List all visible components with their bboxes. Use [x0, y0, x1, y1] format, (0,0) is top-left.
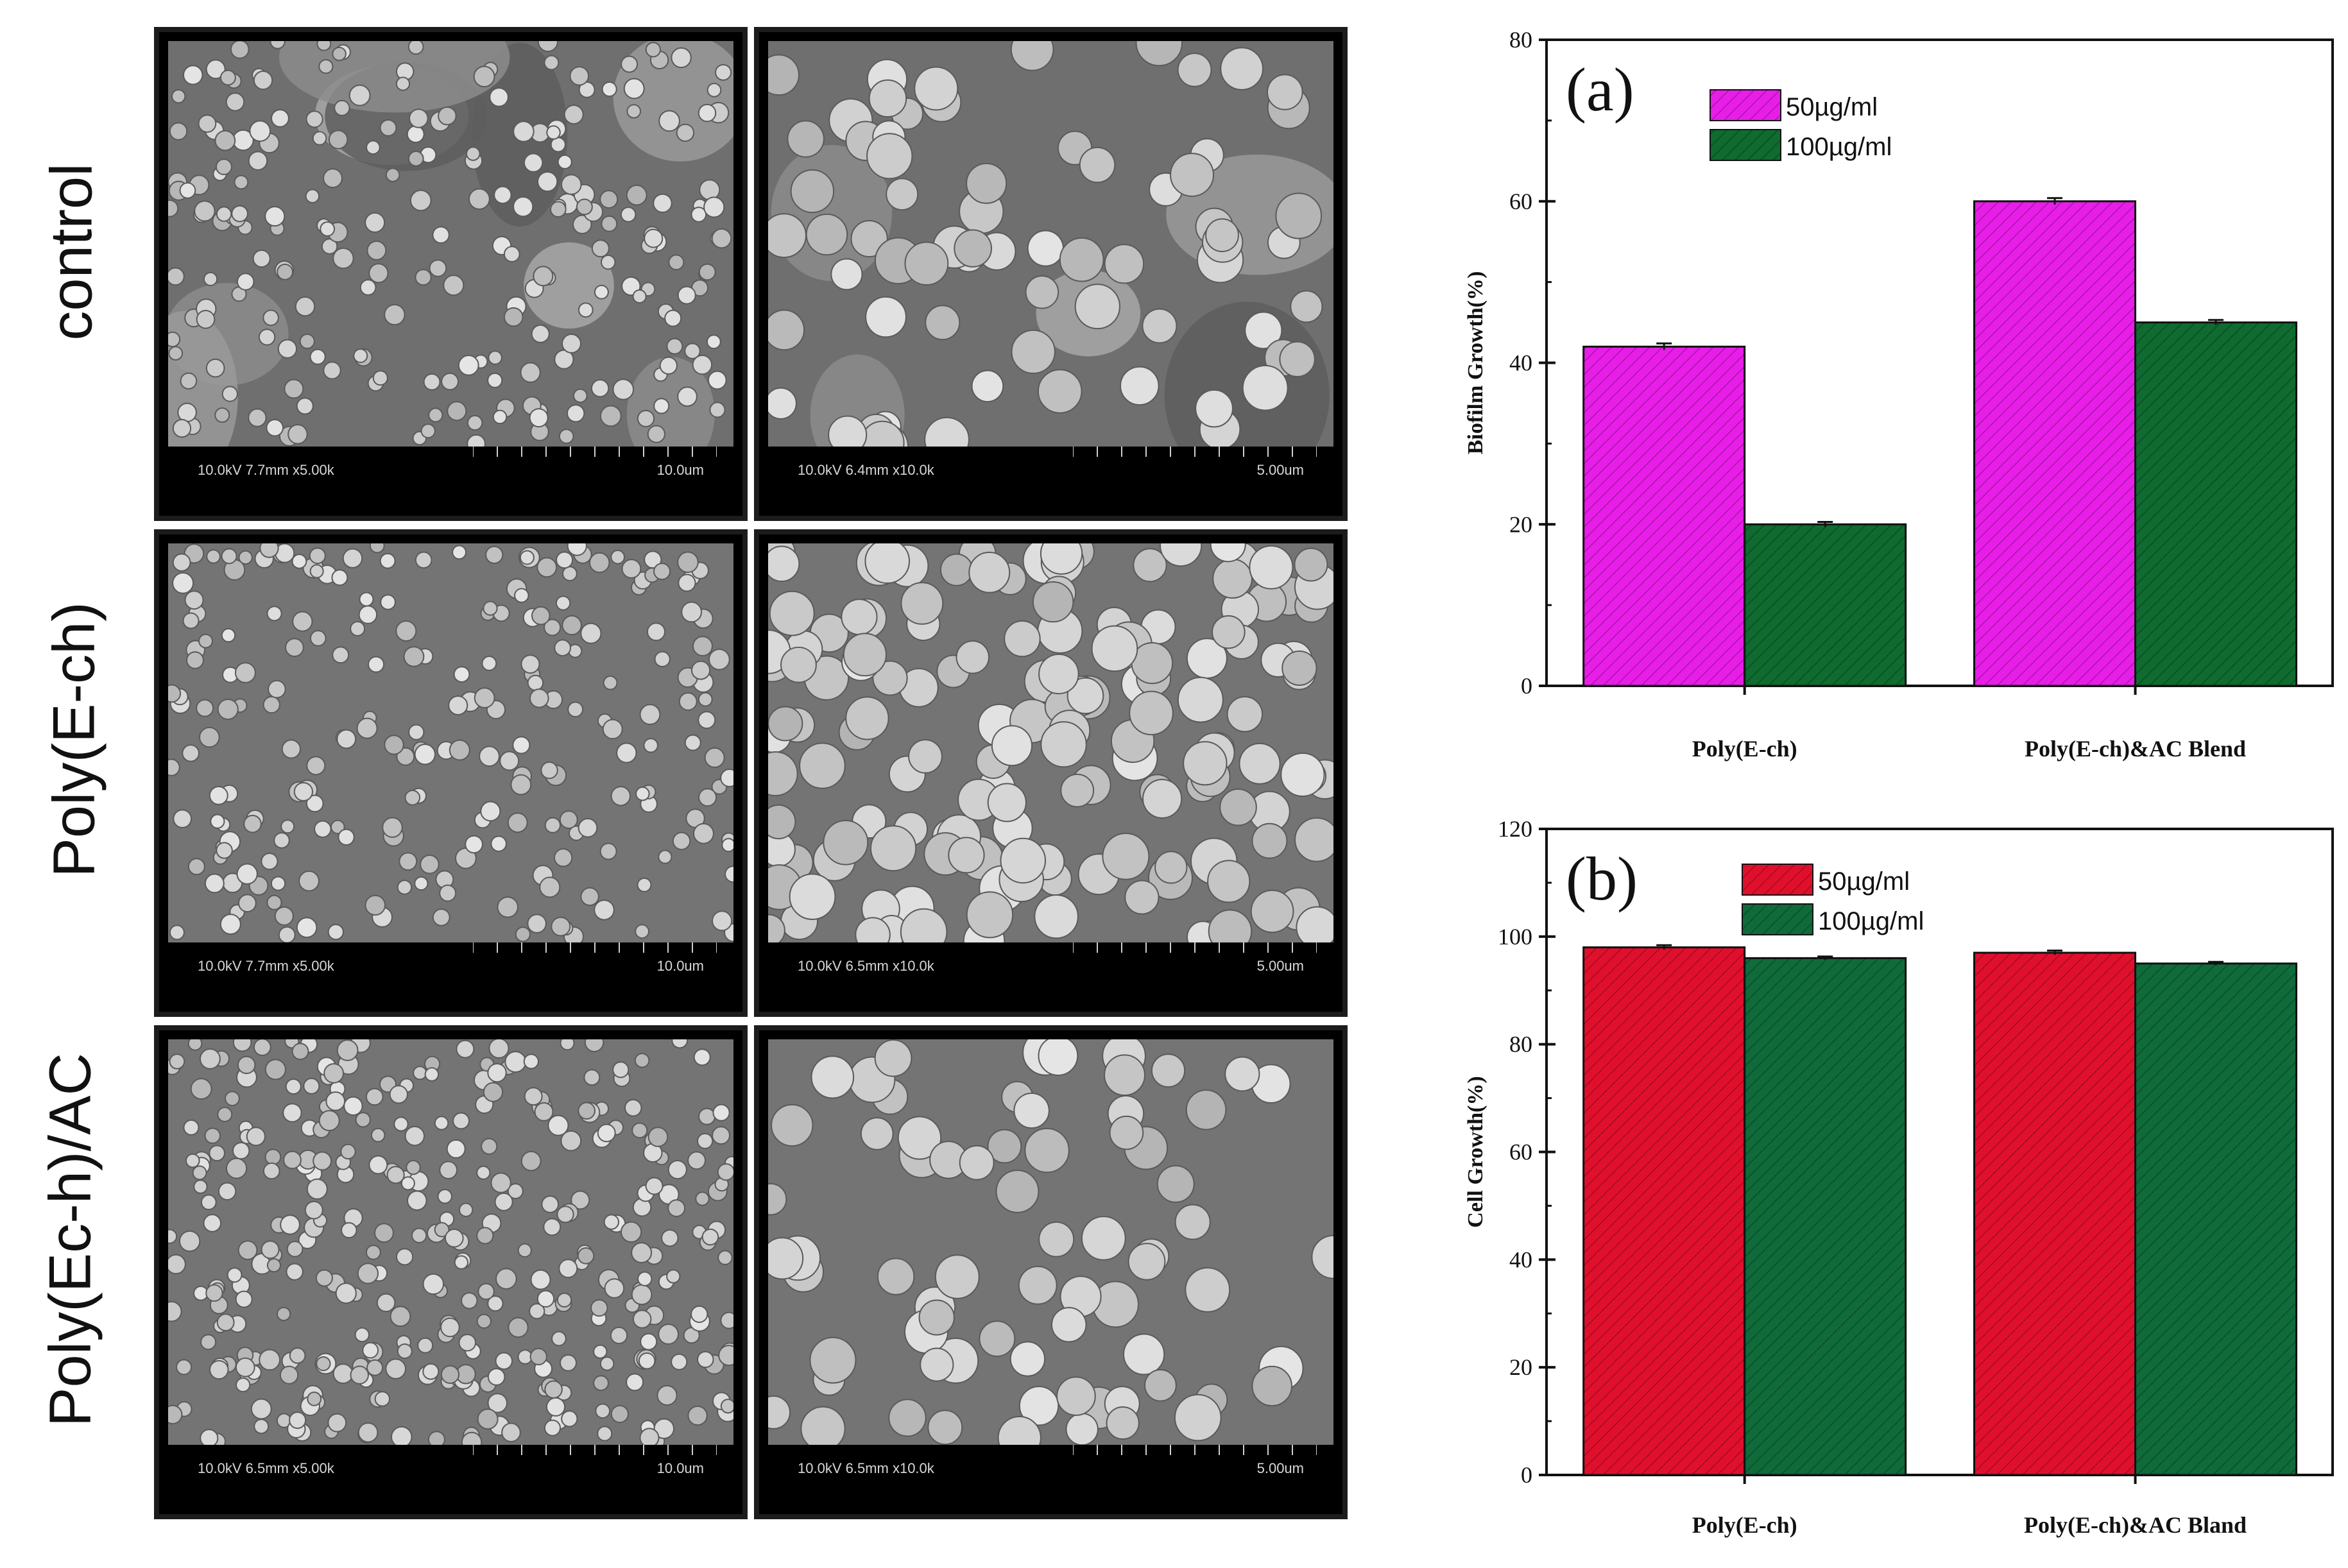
y-tick-label: 60 [1509, 1139, 1532, 1165]
sem-scale-text: 5.00um [1256, 462, 1304, 478]
y-tick-label: 40 [1509, 350, 1532, 376]
x-category-label: Poly(E-ch)&AC Bland [2024, 1512, 2247, 1538]
sem-micrograph-image [168, 41, 733, 447]
cell-growth-chart-svg: 0 20 40 60 80 100 120 Cell Growth(%) Poly(E-ch) P… [1464, 816, 2334, 1538]
sem-panel: 10.0kV 7.7mm x5.00k 10.0um [154, 27, 748, 521]
bar [2134, 321, 2298, 687]
y-axis-label: Biofilm Growth(%) [1464, 271, 1487, 455]
sem-panel: 10.0kV 6.5mm x10.0k 5.00um [754, 1025, 1348, 1519]
y-tick-label: 120 [1498, 816, 1532, 842]
sem-micrograph-image [768, 41, 1333, 447]
y-tick-label: 0 [1521, 1462, 1532, 1488]
sem-scale-bar-ticks [1073, 447, 1317, 457]
bar [1582, 946, 1746, 1476]
legend-swatch [1710, 129, 1781, 161]
sem-micrograph-image [168, 1039, 733, 1445]
sem-info-text: 10.0kV 6.4mm x10.0k [798, 462, 934, 478]
y-tick-label: 80 [1509, 27, 1532, 53]
sem-info-text: 10.0kV 7.7mm x5.00k [198, 462, 334, 478]
sem-info-text: 10.0kV 6.5mm x10.0k [798, 958, 934, 974]
sem-scale-bar-ticks [473, 1445, 717, 1455]
legend-swatch [1710, 89, 1781, 121]
chart-cell-growth: 0 20 40 60 80 100 120 Cell Growth(%) Poly(E-ch) P… [1386, 815, 2342, 1559]
y-tick-label: 80 [1509, 1032, 1532, 1057]
bar [1973, 200, 2137, 687]
sem-info-text: 10.0kV 7.7mm x5.00k [198, 958, 334, 974]
panel-label: (b) [1566, 844, 1638, 913]
sem-micrograph-image [768, 1039, 1333, 1445]
bar [1582, 345, 1746, 687]
y-tick-label: 0 [1521, 673, 1532, 699]
sem-scale-bar-ticks [473, 447, 717, 457]
y-tick-label: 40 [1509, 1247, 1532, 1272]
legend-label: 100µg/ml [1818, 907, 1924, 935]
sem-scale-text: 10.0um [656, 1460, 704, 1476]
legend-label: 50µg/ml [1818, 867, 1910, 896]
sem-micrograph-image [768, 543, 1333, 942]
sem-scale-bar-ticks [1073, 1445, 1317, 1455]
row-label-poly-ech: Poly(E-ch) [41, 602, 107, 878]
bar [1744, 523, 1907, 687]
x-category-label: Poly(E-ch)&AC Blend [2025, 736, 2246, 762]
row-label-poly-ech-ac: Poly(Ec-h)/AC [37, 1053, 103, 1427]
bar [1973, 951, 2137, 1476]
sem-scale-text: 10.0um [656, 958, 704, 974]
biofilm-growth-chart-svg: 0 20 40 60 80 Biofilm Growth(%) Poly(E-ch) Poly… [1464, 27, 2334, 762]
chart-biofilm-growth: 0 20 40 60 80 Biofilm Growth(%) Poly(E-ch) Poly… [1386, 26, 2342, 796]
y-tick-label: 20 [1509, 511, 1532, 537]
sem-scale-text: 5.00um [1256, 1460, 1304, 1476]
sem-micrograph-image [168, 543, 733, 942]
sem-info-text: 10.0kV 6.5mm x10.0k [798, 1460, 934, 1476]
row-label-control: control [39, 163, 105, 341]
sem-scale-bar-ticks [1073, 942, 1317, 953]
bar [2134, 962, 2298, 1476]
panel-label: (a) [1566, 55, 1634, 124]
sem-panel: 10.0kV 6.5mm x10.0k 5.00um [754, 529, 1348, 1017]
legend-label: 100µg/ml [1786, 133, 1892, 161]
y-tick-label: 100 [1498, 924, 1532, 950]
legend-swatch [1742, 864, 1813, 896]
legend-swatch [1742, 903, 1813, 935]
sem-scale-text: 5.00um [1256, 958, 1304, 974]
y-tick-label: 20 [1509, 1354, 1532, 1380]
bar [1744, 957, 1907, 1476]
x-category-label: Poly(E-ch) [1692, 736, 1797, 762]
x-category-label: Poly(E-ch) [1692, 1512, 1797, 1538]
y-tick-label: 60 [1509, 189, 1532, 214]
sem-panel: 10.0kV 6.4mm x10.0k 5.00um [754, 27, 1348, 521]
sem-info-text: 10.0kV 6.5mm x5.00k [198, 1460, 334, 1476]
sem-panel: 10.0kV 6.5mm x5.00k 10.0um [154, 1025, 748, 1519]
y-axis-label: Cell Growth(%) [1464, 1076, 1487, 1227]
sem-scale-text: 10.0um [656, 462, 704, 478]
legend-label: 50µg/ml [1786, 93, 1878, 121]
sem-panel: 10.0kV 7.7mm x5.00k 10.0um [154, 529, 748, 1017]
sem-scale-bar-ticks [473, 942, 717, 953]
